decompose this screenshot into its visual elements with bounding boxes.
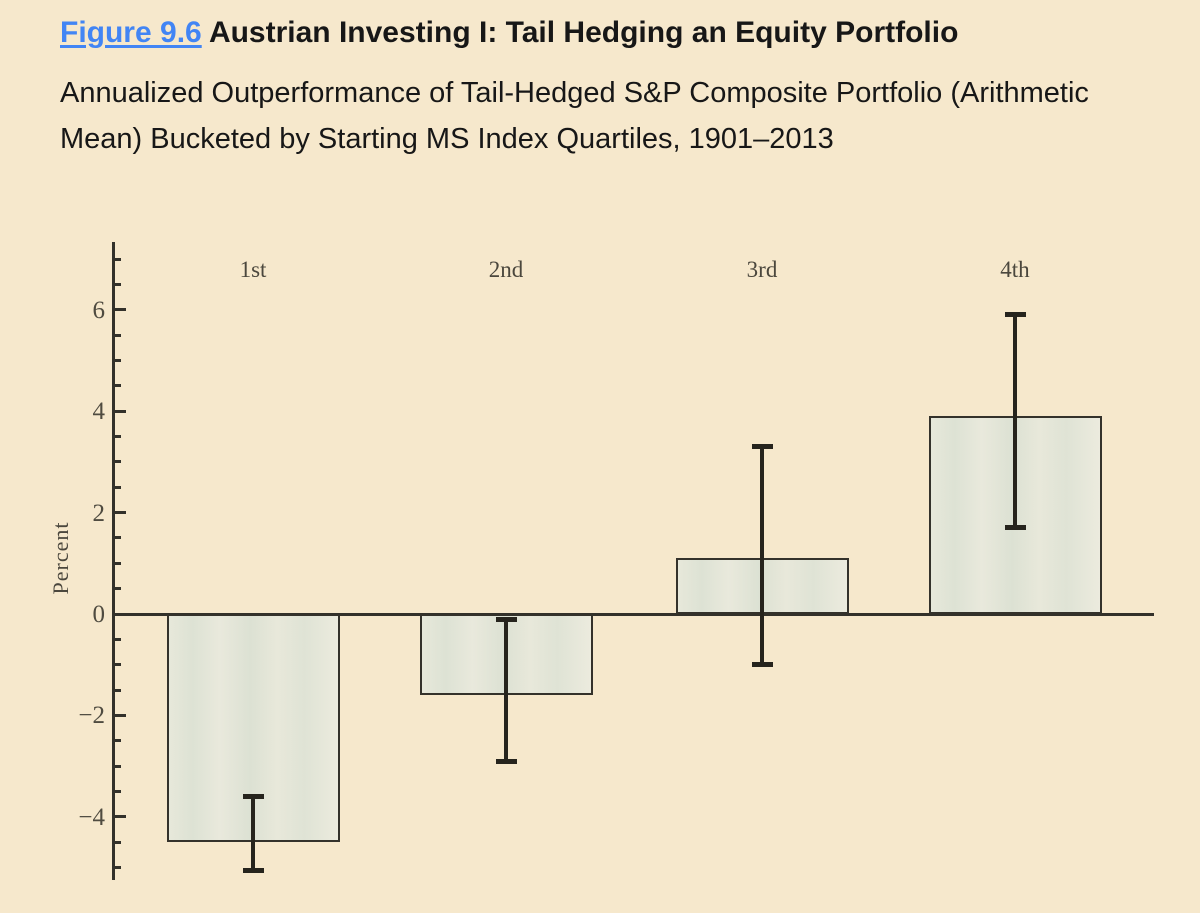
- y-major-tick: [113, 308, 126, 312]
- y-minor-tick: [113, 561, 121, 565]
- y-major-tick: [113, 409, 126, 413]
- category-label-1st: 1st: [239, 257, 267, 282]
- figure-subtitle: Annualized Outperformance of Tail-Hedged…: [60, 76, 1089, 155]
- y-minor-tick: [113, 435, 121, 439]
- y-tick-label: 0: [92, 601, 106, 628]
- category-label-4th: 4th: [1000, 257, 1030, 282]
- error-cap-bottom-1st: [242, 867, 264, 873]
- x-axis: [113, 612, 1154, 616]
- category-label-3rd: 3rd: [746, 257, 778, 282]
- error-cap-top-3rd: [751, 444, 773, 450]
- error-bar-4th: [1012, 314, 1018, 528]
- error-cap-bottom-3rd: [751, 662, 773, 668]
- figure-number-link[interactable]: Figure 9.6: [60, 16, 202, 49]
- y-minor-tick: [113, 384, 121, 388]
- y-minor-tick: [113, 840, 121, 844]
- y-tick-label: 2: [92, 499, 106, 527]
- y-minor-tick: [113, 637, 121, 641]
- error-cap-top-1st: [242, 794, 264, 800]
- figure-title-text: Austrian Investing I: Tail Hedging an Eq…: [201, 16, 959, 49]
- y-tick-label: 6: [92, 296, 106, 324]
- y-axis: [111, 242, 115, 880]
- figure-title: Figure 9.6 Austrian Investing I: Tail He…: [60, 14, 1140, 52]
- y-tick-label: −4: [78, 803, 105, 831]
- y-tick-label: 4: [92, 398, 106, 426]
- error-bar-1st: [250, 796, 256, 871]
- error-cap-bottom-4th: [1004, 525, 1026, 531]
- y-minor-tick: [113, 333, 121, 337]
- error-cap-top-2nd: [495, 616, 517, 622]
- y-minor-tick: [113, 587, 121, 591]
- category-label-2nd: 2nd: [488, 257, 524, 282]
- y-minor-tick: [113, 866, 121, 869]
- error-cap-top-4th: [1004, 312, 1026, 318]
- y-major-tick: [113, 815, 126, 819]
- error-bar-2nd: [503, 619, 509, 762]
- figure-caption: Figure 9.6 Austrian Investing I: Tail He…: [60, 14, 1140, 162]
- error-cap-bottom-2nd: [495, 758, 517, 764]
- y-major-tick: [113, 511, 126, 515]
- y-minor-tick: [113, 485, 121, 489]
- y-major-tick: [113, 713, 126, 717]
- y-minor-tick: [113, 789, 121, 793]
- y-minor-tick: [113, 764, 121, 768]
- y-minor-tick: [113, 688, 121, 692]
- y-minor-tick: [113, 257, 121, 261]
- y-minor-tick: [113, 460, 121, 464]
- y-tick-label: −2: [78, 702, 105, 730]
- y-minor-tick: [113, 536, 121, 540]
- y-minor-tick: [113, 663, 121, 667]
- error-bar-3rd: [759, 446, 765, 665]
- y-minor-tick: [113, 282, 121, 286]
- y-minor-tick: [113, 739, 121, 743]
- y-minor-tick: [113, 359, 121, 362]
